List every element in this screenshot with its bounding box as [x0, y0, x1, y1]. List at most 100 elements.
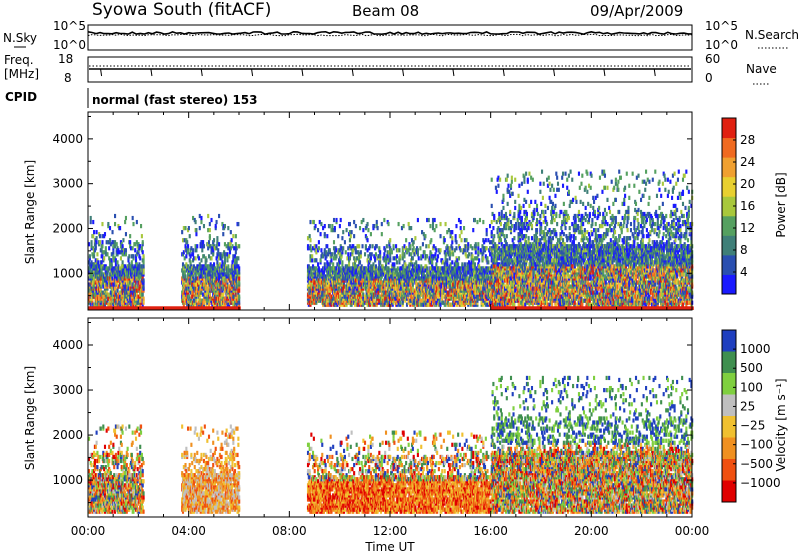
echo-cell	[487, 260, 489, 264]
echo-cell	[475, 250, 477, 254]
echo-cell	[320, 258, 322, 262]
echo-cell	[491, 204, 493, 208]
echo-cell	[101, 244, 103, 248]
echo-cell	[208, 240, 210, 244]
echo-cell	[409, 244, 411, 248]
echo-cell	[376, 244, 378, 248]
echo-cell	[324, 262, 326, 266]
echo-cell	[422, 254, 424, 258]
echo-cell	[381, 222, 383, 226]
echo-cell	[317, 228, 319, 232]
echo-cell	[475, 242, 477, 246]
echo-cell	[370, 256, 372, 260]
freq-dip	[503, 69, 504, 76]
echo-cell	[467, 242, 469, 246]
echo-cell	[143, 264, 145, 268]
freq-dip	[302, 69, 303, 76]
echo-cell	[89, 254, 91, 258]
echo-cell	[93, 254, 95, 258]
echo-cell	[203, 224, 205, 228]
echo-cell	[435, 262, 437, 266]
freq-dip	[654, 69, 655, 76]
echo-cell	[114, 214, 116, 218]
echo-cell	[324, 232, 326, 236]
echo-cell	[480, 248, 482, 252]
echo-cell	[429, 224, 431, 228]
echo-cell	[345, 250, 347, 254]
echo-cell	[384, 248, 386, 252]
echo-cell	[437, 254, 439, 258]
echo-cell	[238, 288, 240, 292]
echo-cell	[309, 238, 311, 242]
echo-cell	[410, 226, 412, 230]
echo-cell	[132, 246, 134, 250]
echo-cell	[424, 234, 426, 238]
nsky-label: N.Sky	[3, 31, 37, 45]
echo-cell	[184, 274, 186, 278]
echo-cell	[455, 234, 457, 238]
echo-cell	[358, 244, 360, 248]
echo-cell	[360, 250, 362, 254]
echo-cell	[414, 236, 416, 240]
echo-cell	[396, 254, 398, 258]
echo-cell	[431, 260, 433, 264]
echo-cell	[96, 240, 98, 244]
echo-cell	[90, 216, 92, 220]
echo-cell	[227, 226, 229, 230]
echo-cell	[384, 286, 386, 290]
echo-cell	[230, 230, 232, 234]
echo-cell	[476, 220, 478, 224]
echo-cell	[331, 224, 333, 228]
echo-cell	[132, 222, 134, 226]
echo-cell	[393, 262, 395, 266]
echo-cell	[309, 244, 311, 248]
echo-cell	[313, 220, 315, 224]
echo-cell	[439, 299, 441, 303]
echo-cell	[425, 244, 427, 248]
echo-cell	[96, 236, 98, 240]
freq-dip	[453, 69, 454, 76]
echo-cell	[237, 256, 239, 260]
echo-cell	[129, 234, 131, 238]
echo-cell	[311, 258, 313, 262]
echo-cell	[413, 240, 415, 244]
beam-title: Beam 08	[352, 2, 419, 20]
echo-cell	[424, 250, 426, 254]
echo-cell	[315, 244, 317, 248]
echo-cell	[398, 248, 400, 252]
echo-cell	[96, 252, 98, 256]
echo-cell	[497, 184, 499, 188]
echo-cell	[455, 240, 457, 244]
echo-cell	[142, 293, 144, 297]
echo-cell	[467, 246, 469, 250]
freq-dip	[151, 69, 152, 76]
echo-cell	[372, 244, 374, 248]
echo-cell	[430, 238, 432, 242]
echo-cell	[184, 226, 186, 230]
freq-dip	[201, 69, 202, 76]
echo-cell	[369, 244, 371, 248]
echo-cell	[309, 234, 311, 238]
echo-cell	[238, 244, 240, 248]
echo-cell	[375, 252, 377, 256]
echo-cell	[373, 299, 375, 303]
echo-cell	[109, 226, 111, 230]
echo-cell	[389, 256, 391, 260]
echo-cell	[326, 244, 328, 248]
echo-cell	[190, 260, 192, 264]
echo-cell	[435, 248, 437, 252]
echo-cell	[413, 246, 415, 250]
echo-cell	[485, 238, 487, 242]
echo-cell	[426, 254, 428, 258]
echo-cell	[351, 230, 353, 234]
echo-cell	[187, 244, 189, 248]
nsky-trace	[88, 32, 692, 34]
echo-cell	[309, 220, 311, 224]
echo-cell	[216, 236, 218, 240]
echo-cell	[486, 228, 488, 232]
echo-cell	[135, 258, 137, 262]
echo-cell	[231, 238, 233, 242]
echo-cell	[460, 226, 462, 230]
freq-dip	[101, 69, 102, 76]
